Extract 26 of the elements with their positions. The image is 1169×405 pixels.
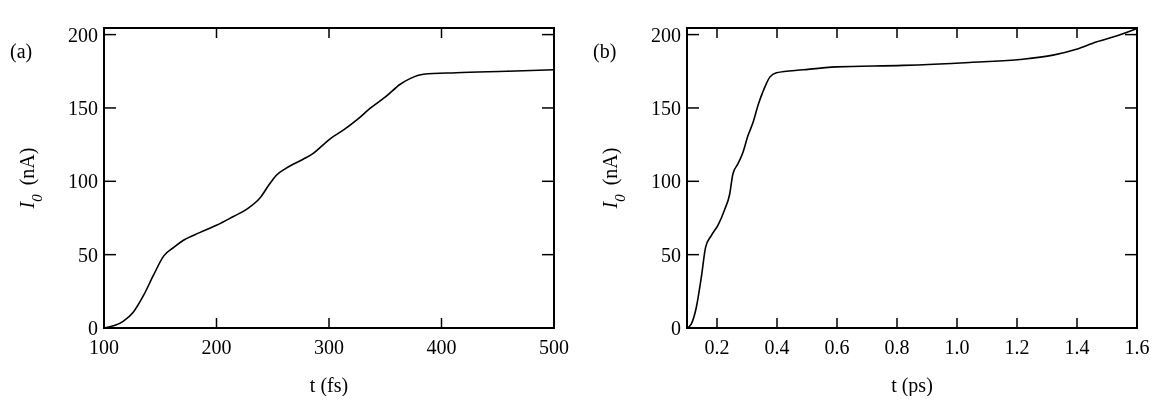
y-tick-label: 100 [651, 170, 681, 193]
x-tick-label: 0.8 [884, 336, 910, 358]
x-tick-label: 200 [201, 336, 232, 358]
x-tick-label: 300 [314, 336, 344, 358]
x-tick-label: 1.4 [1064, 336, 1090, 358]
y-tick-label: 0 [88, 317, 98, 339]
y-tick-label: 50 [78, 243, 98, 266]
y-tick-label: 0 [671, 317, 681, 339]
y-tick-label: 50 [661, 243, 681, 266]
x-tick-label: 400 [426, 336, 457, 358]
y-tick-label: 200 [651, 23, 681, 46]
x-axis-title: t (ps) [891, 374, 933, 397]
x-tick-label: 0.2 [704, 336, 730, 358]
x-tick-label: 0.6 [824, 336, 850, 358]
y-tick-label: 150 [68, 96, 98, 119]
y-tick-label: 200 [68, 23, 98, 46]
x-tick-label: 0.4 [764, 336, 790, 358]
y-tick-label: 100 [68, 170, 98, 193]
x-tick-label: 1.0 [944, 336, 970, 358]
text: (a) [10, 40, 33, 63]
x-tick-label: 1.2 [1004, 336, 1030, 358]
x-tick-label: 500 [539, 336, 569, 358]
x-tick-label: 1.6 [1124, 336, 1150, 358]
text: (b) [593, 40, 617, 63]
y-tick-label: 150 [651, 96, 681, 119]
x-axis-title: t (fs) [309, 374, 349, 397]
